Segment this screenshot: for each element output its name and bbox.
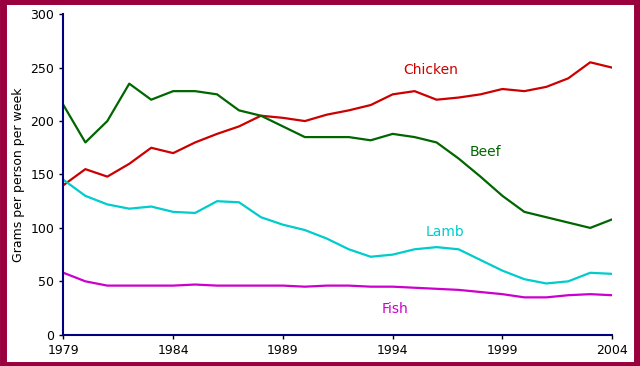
Y-axis label: Grams per person per week: Grams per person per week bbox=[12, 87, 25, 262]
Text: Beef: Beef bbox=[470, 145, 501, 159]
Text: Chicken: Chicken bbox=[404, 63, 458, 77]
Text: Fish: Fish bbox=[381, 302, 408, 316]
Text: Lamb: Lamb bbox=[426, 225, 465, 239]
